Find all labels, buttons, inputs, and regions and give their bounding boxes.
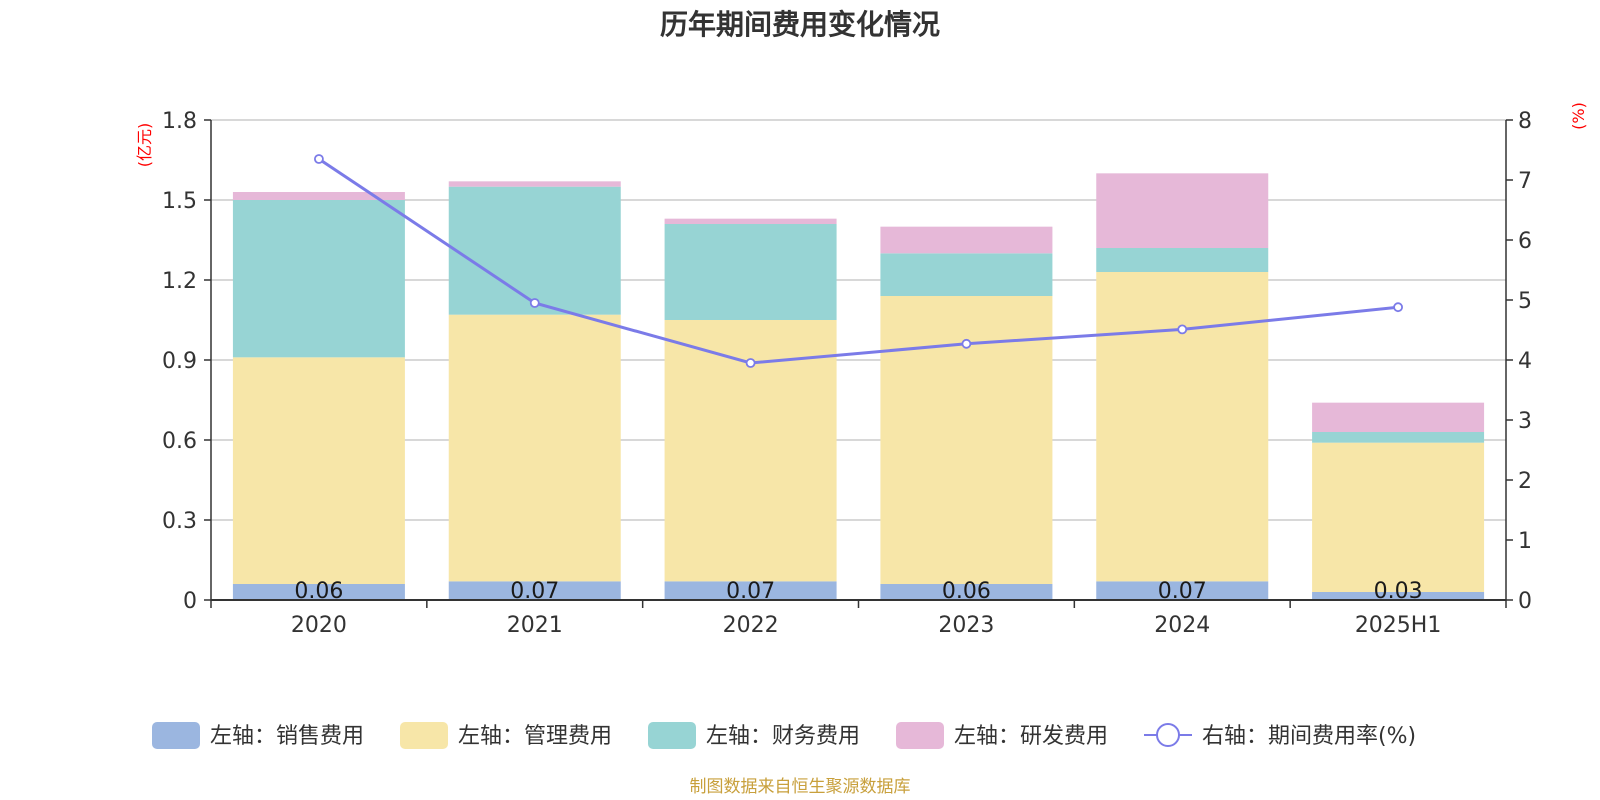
right-tick-label: 4	[1518, 349, 1532, 374]
left-tick-label: 1.5	[162, 189, 197, 214]
bar-segment-3	[448, 186, 621, 315]
x-tick-label: 2021	[507, 613, 563, 638]
x-tick-label: 2022	[723, 613, 779, 638]
bar-segment-4	[232, 192, 405, 200]
left-tick-label: 1.8	[162, 109, 197, 134]
bar-segment-3	[232, 200, 405, 358]
x-tick-label: 2023	[938, 613, 994, 638]
right-tick-label: 1	[1518, 529, 1532, 554]
x-tick-label: 2025H1	[1355, 613, 1442, 638]
right-tick-label: 5	[1518, 289, 1532, 314]
rate-line	[314, 154, 1403, 368]
bar-segment-3	[1096, 248, 1269, 272]
right-axis-unit: (%)	[1569, 102, 1588, 130]
left-tick-label: 0.6	[162, 429, 197, 454]
bar-segment-1	[880, 584, 1053, 600]
right-tick-label: 8	[1518, 109, 1532, 134]
bar-segment-1	[664, 581, 837, 600]
legend-swatch	[400, 722, 448, 749]
left-tick-label: 0	[183, 589, 197, 614]
chart-title: 历年期间费用变化情况	[660, 8, 940, 41]
grid-lines	[211, 119, 1506, 521]
source-note: 制图数据来自恒生聚源数据库	[690, 777, 911, 797]
legend-swatch	[152, 722, 200, 749]
rate-point	[1177, 324, 1188, 335]
rate-point	[314, 154, 324, 164]
bar-segment-4	[448, 181, 621, 187]
legend-label: 左轴：财务费用	[706, 724, 860, 749]
bar-segment-4	[880, 226, 1053, 254]
bar-segment-1	[232, 584, 405, 600]
bar-segment-3	[880, 253, 1053, 296]
legend: 左轴：销售费用 左轴：管理费用 左轴：财务费用 左轴：研发费用 右轴：期间费用率(%)	[152, 722, 1416, 749]
bar-segment-2	[232, 357, 405, 584]
left-tick-label: 0.3	[162, 509, 197, 534]
rate-point	[1393, 302, 1403, 313]
rate-line-path	[318, 157, 1399, 365]
rate-point	[745, 358, 756, 368]
left-axis-unit: (亿元)	[135, 123, 154, 168]
right-tick-label: 2	[1518, 469, 1532, 494]
bar-segment-3	[664, 224, 837, 320]
rate-point	[529, 298, 540, 308]
legend-label: 左轴：销售费用	[210, 724, 364, 749]
right-tick-label: 6	[1518, 229, 1532, 254]
right-tick-label: 3	[1518, 409, 1532, 434]
right-tick-label: 7	[1518, 169, 1532, 194]
rate-point	[961, 338, 972, 349]
bar-segment-4	[1096, 173, 1269, 248]
bar-segment-1	[1312, 592, 1485, 600]
legend-label: 左轴：研发费用	[954, 724, 1108, 749]
axes: 0 0.3 0.6 0.9 1.2 1.5 1.8 0 1 2 3 4 5 6 7 8 2020 2021 2022…	[162, 109, 1532, 638]
legend-swatch	[648, 722, 696, 749]
left-tick-label: 1.2	[162, 269, 197, 294]
x-tick-label: 2020	[291, 613, 347, 638]
legend-swatch	[896, 722, 944, 749]
legend-label: 右轴：期间费用率(%)	[1202, 724, 1416, 749]
legend-marker	[1156, 723, 1180, 747]
bar-segment-2	[1312, 442, 1485, 592]
bar-segment-4	[1312, 402, 1485, 432]
bar-stacks	[232, 173, 1485, 600]
bar-segment-3	[1312, 432, 1485, 443]
x-tick-label: 2024	[1154, 613, 1210, 638]
right-tick-label: 0	[1518, 589, 1532, 614]
bar-segment-1	[448, 581, 621, 600]
bar-segment-4	[664, 218, 837, 224]
legend-label: 左轴：管理费用	[458, 724, 612, 749]
bar-segment-2	[1096, 272, 1269, 582]
bar-segment-1	[1096, 581, 1269, 600]
left-tick-label: 0.9	[162, 349, 197, 374]
bar-segment-2	[448, 314, 621, 582]
